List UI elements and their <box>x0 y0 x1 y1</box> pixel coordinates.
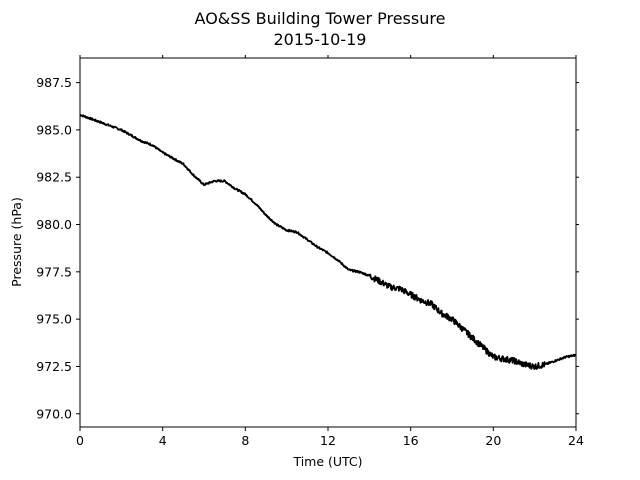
y-tick-label: 977.5 <box>36 264 72 279</box>
x-tick-label: 16 <box>403 433 419 448</box>
x-tick-label: 24 <box>568 433 584 448</box>
y-tick-label: 987.5 <box>36 75 72 90</box>
x-tick-label: 12 <box>320 433 336 448</box>
x-tick-label: 0 <box>76 433 84 448</box>
y-tick-label: 985.0 <box>36 122 72 137</box>
y-tick-label: 982.5 <box>36 170 72 185</box>
y-axis-label: Pressure (hPa) <box>9 197 24 287</box>
x-axis-label: Time (UTC) <box>292 454 362 469</box>
y-tick-label: 970.0 <box>36 406 72 421</box>
pressure-series-line <box>79 113 577 370</box>
x-tick-label: 8 <box>241 433 249 448</box>
chart-subtitle: 2015-10-19 <box>274 30 367 49</box>
y-axis-ticks: 970.0 972.5 975.0 977.5 980.0 982.5 985.0 987.5 <box>36 75 579 421</box>
y-tick-label: 972.5 <box>36 359 72 374</box>
y-tick-label: 980.0 <box>36 217 72 232</box>
y-tick-label: 975.0 <box>36 312 72 327</box>
x-axis-ticks: 0 4 8 12 16 20 24 <box>76 55 584 448</box>
chart-title: AO&SS Building Tower Pressure <box>195 9 446 28</box>
x-tick-label: 20 <box>485 433 501 448</box>
x-tick-label: 4 <box>159 433 167 448</box>
